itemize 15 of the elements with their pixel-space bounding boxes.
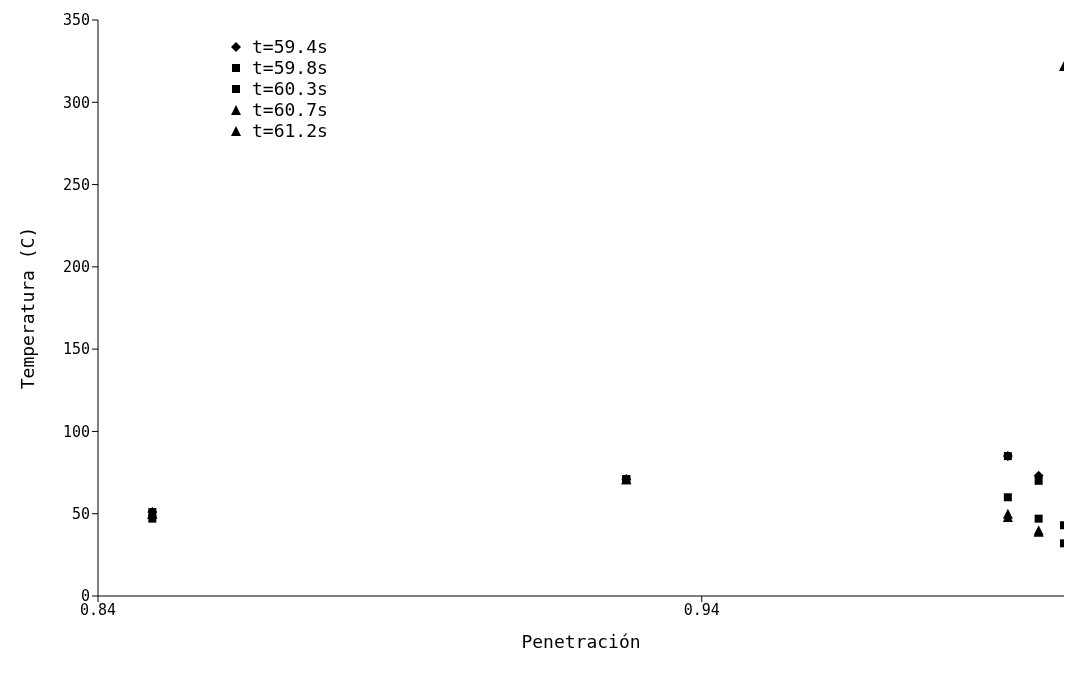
x-tick-label: 0.94 [683,600,720,619]
y-tick-label: 150 [62,340,90,359]
x-axis-title: Penetración [521,631,641,652]
y-tick-label: 350 [62,11,90,30]
legend-label: t=61.2s [252,120,328,141]
y-axis-title: Temperatura (C) [17,226,39,390]
y-tick-label: 50 [71,505,90,524]
legend-label: t=59.8s [252,57,328,78]
y-tick-label: 200 [62,258,90,277]
legend-label: t=60.7s [252,99,328,120]
legend-label: t=60.3s [252,78,328,99]
y-tick-label: 250 [62,175,90,194]
y-tick-label: 100 [62,422,90,441]
legend-label: t=59.4s [252,36,328,57]
y-tick-label: 300 [62,93,90,112]
